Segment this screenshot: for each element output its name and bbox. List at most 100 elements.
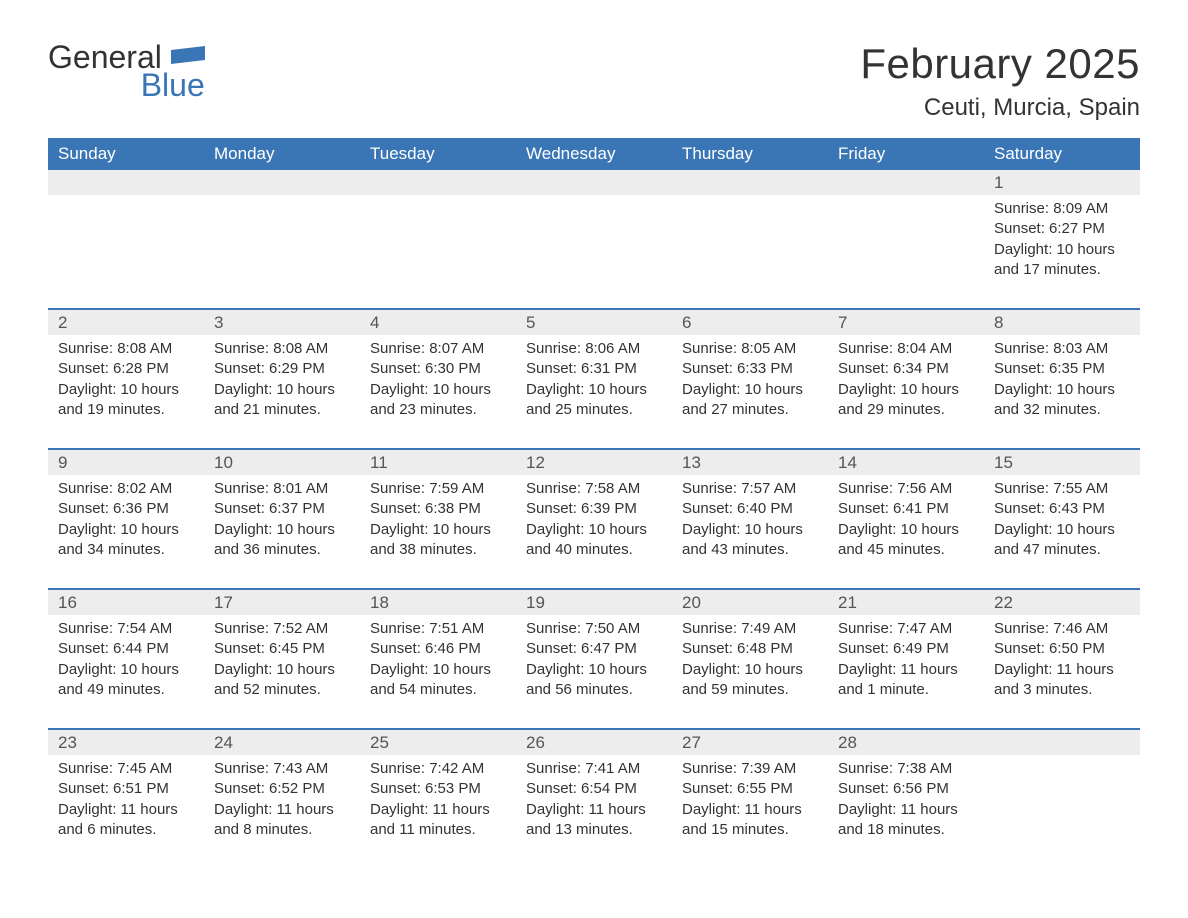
sunset-text: Sunset: 6:48 PM [682, 639, 818, 659]
day-cell-15: Sunrise: 7:55 AMSunset: 6:43 PMDaylight:… [984, 475, 1140, 582]
daynum-row: 2345678 [48, 310, 1140, 335]
daynum-row: 232425262728 [48, 730, 1140, 755]
day-number-empty [672, 170, 828, 195]
day-number-20: 20 [672, 590, 828, 615]
daylight-text: Daylight: 10 hours and 27 minutes. [682, 380, 818, 421]
sunset-text: Sunset: 6:31 PM [526, 359, 662, 379]
day-header-row: SundayMondayTuesdayWednesdayThursdayFrid… [48, 138, 1140, 170]
day-number-empty [48, 170, 204, 195]
day-cell-empty [204, 195, 360, 302]
day-number-26: 26 [516, 730, 672, 755]
day-cell-empty [48, 195, 204, 302]
sunrise-text: Sunrise: 8:06 AM [526, 339, 662, 359]
sunset-text: Sunset: 6:49 PM [838, 639, 974, 659]
daylight-text: Daylight: 10 hours and 47 minutes. [994, 520, 1130, 561]
day-number-empty [516, 170, 672, 195]
week-3: 16171819202122Sunrise: 7:54 AMSunset: 6:… [48, 588, 1140, 722]
sunrise-text: Sunrise: 7:52 AM [214, 619, 350, 639]
day-cell-19: Sunrise: 7:50 AMSunset: 6:47 PMDaylight:… [516, 615, 672, 722]
day-cell-9: Sunrise: 8:02 AMSunset: 6:36 PMDaylight:… [48, 475, 204, 582]
sunset-text: Sunset: 6:51 PM [58, 779, 194, 799]
day-header-tuesday: Tuesday [360, 138, 516, 170]
day-header-sunday: Sunday [48, 138, 204, 170]
day-number-11: 11 [360, 450, 516, 475]
day-cell-2: Sunrise: 8:08 AMSunset: 6:28 PMDaylight:… [48, 335, 204, 442]
sunset-text: Sunset: 6:40 PM [682, 499, 818, 519]
day-header-friday: Friday [828, 138, 984, 170]
day-cell-empty [984, 755, 1140, 862]
day-number-25: 25 [360, 730, 516, 755]
day-cell-empty [828, 195, 984, 302]
day-number-12: 12 [516, 450, 672, 475]
sunset-text: Sunset: 6:44 PM [58, 639, 194, 659]
sunrise-text: Sunrise: 8:07 AM [370, 339, 506, 359]
sunrise-text: Sunrise: 7:56 AM [838, 479, 974, 499]
day-cell-11: Sunrise: 7:59 AMSunset: 6:38 PMDaylight:… [360, 475, 516, 582]
day-cell-16: Sunrise: 7:54 AMSunset: 6:44 PMDaylight:… [48, 615, 204, 722]
sunrise-text: Sunrise: 7:58 AM [526, 479, 662, 499]
sunrise-text: Sunrise: 8:08 AM [58, 339, 194, 359]
day-cell-13: Sunrise: 7:57 AMSunset: 6:40 PMDaylight:… [672, 475, 828, 582]
daylight-text: Daylight: 10 hours and 29 minutes. [838, 380, 974, 421]
day-cell-3: Sunrise: 8:08 AMSunset: 6:29 PMDaylight:… [204, 335, 360, 442]
sunset-text: Sunset: 6:28 PM [58, 359, 194, 379]
day-cell-22: Sunrise: 7:46 AMSunset: 6:50 PMDaylight:… [984, 615, 1140, 722]
daylight-text: Daylight: 10 hours and 17 minutes. [994, 240, 1130, 281]
sunrise-text: Sunrise: 7:59 AM [370, 479, 506, 499]
daylight-text: Daylight: 10 hours and 32 minutes. [994, 380, 1130, 421]
day-header-thursday: Thursday [672, 138, 828, 170]
daylight-text: Daylight: 11 hours and 3 minutes. [994, 660, 1130, 701]
daylight-text: Daylight: 11 hours and 15 minutes. [682, 800, 818, 841]
sunset-text: Sunset: 6:55 PM [682, 779, 818, 799]
daylight-text: Daylight: 10 hours and 54 minutes. [370, 660, 506, 701]
sunset-text: Sunset: 6:43 PM [994, 499, 1130, 519]
day-number-22: 22 [984, 590, 1140, 615]
day-number-15: 15 [984, 450, 1140, 475]
day-number-5: 5 [516, 310, 672, 335]
sunset-text: Sunset: 6:56 PM [838, 779, 974, 799]
sunrise-text: Sunrise: 7:41 AM [526, 759, 662, 779]
sunrise-text: Sunrise: 8:03 AM [994, 339, 1130, 359]
day-header-wednesday: Wednesday [516, 138, 672, 170]
day-cell-6: Sunrise: 8:05 AMSunset: 6:33 PMDaylight:… [672, 335, 828, 442]
day-cell-21: Sunrise: 7:47 AMSunset: 6:49 PMDaylight:… [828, 615, 984, 722]
daylight-text: Daylight: 11 hours and 1 minute. [838, 660, 974, 701]
daylight-text: Daylight: 11 hours and 6 minutes. [58, 800, 194, 841]
sunrise-text: Sunrise: 8:04 AM [838, 339, 974, 359]
day-cell-10: Sunrise: 8:01 AMSunset: 6:37 PMDaylight:… [204, 475, 360, 582]
header: General Blue February 2025 Ceuti, Murcia… [48, 40, 1140, 122]
day-number-empty [204, 170, 360, 195]
day-number-empty [828, 170, 984, 195]
sunrise-text: Sunrise: 7:50 AM [526, 619, 662, 639]
daylight-text: Daylight: 10 hours and 40 minutes. [526, 520, 662, 561]
sunrise-text: Sunrise: 7:46 AM [994, 619, 1130, 639]
daynum-row: 16171819202122 [48, 590, 1140, 615]
sunset-text: Sunset: 6:36 PM [58, 499, 194, 519]
day-number-3: 3 [204, 310, 360, 335]
day-cell-4: Sunrise: 8:07 AMSunset: 6:30 PMDaylight:… [360, 335, 516, 442]
sunrise-text: Sunrise: 8:05 AM [682, 339, 818, 359]
sunset-text: Sunset: 6:30 PM [370, 359, 506, 379]
day-number-27: 27 [672, 730, 828, 755]
sunrise-text: Sunrise: 7:51 AM [370, 619, 506, 639]
title-block: February 2025 Ceuti, Murcia, Spain [860, 40, 1140, 122]
day-cell-24: Sunrise: 7:43 AMSunset: 6:52 PMDaylight:… [204, 755, 360, 862]
sunrise-text: Sunrise: 7:54 AM [58, 619, 194, 639]
day-number-18: 18 [360, 590, 516, 615]
day-number-7: 7 [828, 310, 984, 335]
day-cell-12: Sunrise: 7:58 AMSunset: 6:39 PMDaylight:… [516, 475, 672, 582]
month-title: February 2025 [860, 40, 1140, 88]
sunrise-text: Sunrise: 7:47 AM [838, 619, 974, 639]
daylight-text: Daylight: 10 hours and 56 minutes. [526, 660, 662, 701]
week-0: 1Sunrise: 8:09 AMSunset: 6:27 PMDaylight… [48, 170, 1140, 302]
day-number-24: 24 [204, 730, 360, 755]
logo: General Blue [48, 40, 205, 101]
sunrise-text: Sunrise: 8:08 AM [214, 339, 350, 359]
day-number-1: 1 [984, 170, 1140, 195]
day-cell-27: Sunrise: 7:39 AMSunset: 6:55 PMDaylight:… [672, 755, 828, 862]
day-number-9: 9 [48, 450, 204, 475]
day-cell-25: Sunrise: 7:42 AMSunset: 6:53 PMDaylight:… [360, 755, 516, 862]
day-header-monday: Monday [204, 138, 360, 170]
sunset-text: Sunset: 6:54 PM [526, 779, 662, 799]
daylight-text: Daylight: 10 hours and 38 minutes. [370, 520, 506, 561]
